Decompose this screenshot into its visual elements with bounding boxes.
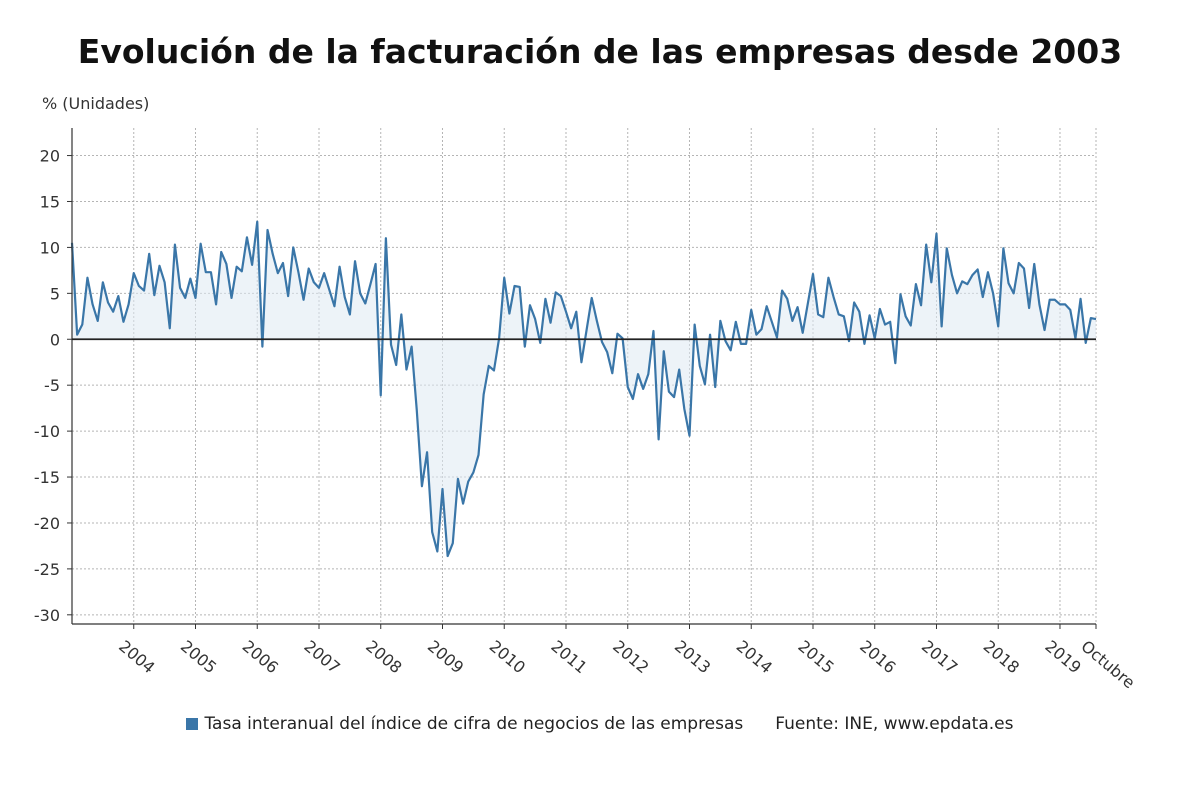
source-note: Fuente: INE, www.epdata.es [775,714,1014,734]
y-tick-label: 10 [40,238,60,257]
chart-title: Evolución de la facturación de las empre… [77,32,1123,71]
x-tick-label: Octubre [1077,637,1138,693]
y-tick-label: -30 [34,606,60,625]
y-tick-label: -15 [34,468,60,487]
x-tick-label: 2018 [980,637,1023,678]
y-axis-label: % (Unidades) [42,94,150,113]
x-tick-label: 2013 [671,637,714,678]
series-line [70,220,1097,558]
y-tick-label: -20 [34,514,60,533]
y-tick-labels: 20 15 10 5 0 -5 -10 -15 -20 -25 -30 [34,147,60,625]
x-tick-label: 2008 [362,637,405,678]
x-tick-label: 2014 [733,637,776,678]
axes [67,128,1097,629]
x-tick-label: 2017 [918,637,961,678]
x-tick-label: 2005 [177,637,220,678]
y-tick-label: 20 [40,147,60,166]
x-tick-labels: 2004 2005 2006 2007 2008 2009 2010 2011 2012 2013… [115,637,1139,693]
grid-lines [72,128,1097,624]
x-tick-label: 2012 [609,637,652,678]
y-tick-label: 0 [50,330,60,349]
legend-swatch [186,718,199,730]
y-tick-label: 5 [50,284,60,303]
x-tick-label: 2015 [794,637,837,678]
x-tick-label: 2007 [300,637,343,678]
x-tick-label: 2006 [239,637,282,678]
series-area [72,221,1096,557]
legend: Tasa interanual del índice de cifra de n… [0,714,1200,734]
series-line-layer [70,220,1097,558]
x-tick-label: 2009 [424,637,467,678]
x-tick-label: 2019 [1041,637,1084,678]
x-tick-label: 2016 [856,637,899,678]
legend-series-label: Tasa interanual del índice de cifra de n… [204,714,744,734]
x-tick-label: 2010 [486,637,529,678]
x-tick-label: 2004 [115,637,158,678]
area-fill-layer [72,221,1096,557]
y-tick-label: -5 [44,376,60,395]
y-tick-label: 15 [40,192,60,211]
y-tick-label: -10 [34,422,60,441]
x-tick-label: 2011 [547,637,590,678]
y-tick-label: -25 [34,560,60,579]
